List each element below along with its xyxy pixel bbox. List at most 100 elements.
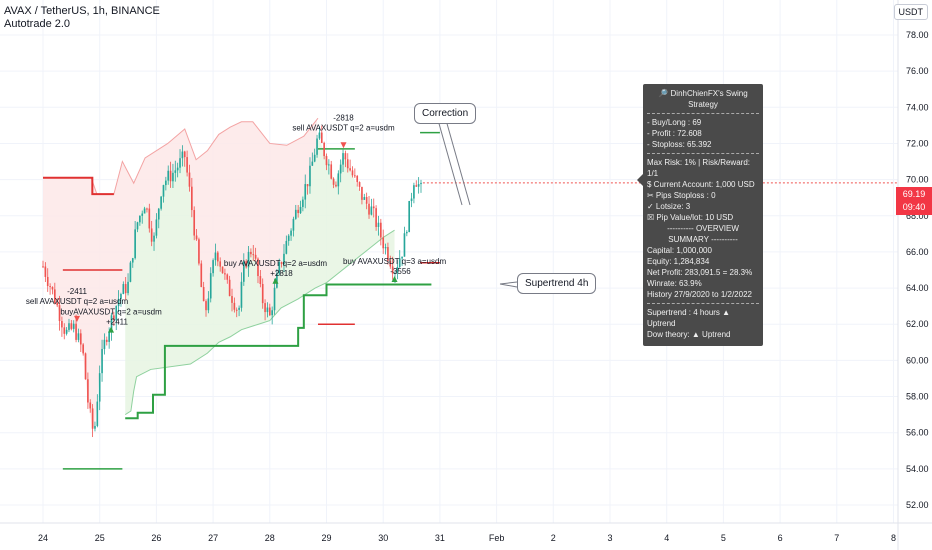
candle[interactable] — [209, 267, 212, 303]
candle[interactable] — [250, 248, 252, 258]
candle[interactable] — [162, 184, 165, 203]
candle[interactable] — [202, 281, 205, 302]
strategy-panel[interactable]: 🔎 DinhChienFX's Swing Strategy - Buy/Lon… — [643, 84, 763, 346]
candle[interactable] — [330, 160, 333, 180]
candle[interactable] — [56, 298, 59, 307]
candle[interactable] — [382, 229, 385, 254]
candle[interactable] — [271, 306, 273, 325]
candle[interactable] — [264, 299, 266, 321]
candle[interactable] — [346, 153, 349, 173]
candle[interactable] — [70, 319, 73, 331]
candle[interactable] — [110, 312, 113, 341]
candle[interactable] — [193, 206, 196, 241]
candle[interactable] — [231, 288, 233, 312]
candle[interactable] — [242, 253, 245, 286]
candle[interactable] — [342, 149, 344, 172]
candle[interactable] — [72, 320, 75, 333]
candle[interactable] — [115, 305, 118, 331]
candle[interactable] — [335, 181, 337, 188]
candle[interactable] — [408, 200, 411, 233]
candle[interactable] — [320, 125, 323, 144]
candle[interactable] — [294, 204, 297, 220]
candle[interactable] — [339, 159, 342, 183]
candle[interactable] — [150, 220, 153, 247]
candle[interactable] — [368, 195, 370, 219]
candle[interactable] — [285, 235, 288, 255]
candle[interactable] — [405, 230, 408, 237]
candle[interactable] — [401, 256, 403, 266]
candle[interactable] — [98, 365, 101, 411]
candle[interactable] — [207, 291, 210, 314]
candle[interactable] — [238, 305, 240, 317]
candle[interactable] — [313, 148, 316, 163]
candle[interactable] — [417, 177, 420, 194]
candle[interactable] — [384, 243, 387, 255]
candle[interactable] — [280, 261, 283, 268]
candle[interactable] — [361, 186, 363, 205]
candle[interactable] — [306, 184, 309, 195]
candle[interactable] — [212, 258, 214, 277]
candle[interactable] — [53, 282, 56, 305]
candle[interactable] — [143, 206, 146, 214]
candle[interactable] — [309, 157, 311, 194]
candle[interactable] — [84, 352, 87, 380]
candle[interactable] — [120, 292, 122, 307]
candle[interactable] — [214, 243, 217, 266]
candle[interactable] — [302, 196, 304, 212]
candle[interactable] — [325, 153, 328, 171]
candle[interactable] — [240, 272, 243, 312]
correction-callout[interactable]: Correction — [414, 103, 477, 124]
candle[interactable] — [117, 290, 120, 312]
candle[interactable] — [287, 234, 290, 246]
candle[interactable] — [153, 232, 155, 251]
candle[interactable] — [188, 164, 191, 192]
candle[interactable] — [216, 250, 219, 267]
candle[interactable] — [273, 278, 276, 315]
candle[interactable] — [167, 165, 170, 185]
candle[interactable] — [410, 192, 413, 208]
candle[interactable] — [304, 174, 307, 209]
candle[interactable] — [351, 166, 354, 178]
candle[interactable] — [323, 141, 325, 160]
candle[interactable] — [179, 149, 181, 174]
candle[interactable] — [377, 215, 380, 236]
candle[interactable] — [63, 323, 66, 340]
candle[interactable] — [387, 242, 389, 265]
candle[interactable] — [228, 275, 231, 297]
candle[interactable] — [398, 250, 401, 268]
candle[interactable] — [68, 318, 70, 333]
candle[interactable] — [219, 257, 222, 272]
candle[interactable] — [224, 268, 226, 280]
currency-badge[interactable]: USDT — [893, 4, 928, 20]
candle[interactable] — [139, 215, 141, 226]
candle[interactable] — [160, 195, 162, 211]
candle[interactable] — [259, 269, 262, 288]
candle[interactable] — [205, 299, 207, 317]
candle[interactable] — [127, 273, 129, 296]
candle[interactable] — [129, 260, 132, 283]
candle[interactable] — [372, 198, 375, 218]
candle[interactable] — [148, 203, 151, 233]
candle[interactable] — [375, 205, 377, 231]
candle[interactable] — [103, 333, 106, 355]
candle[interactable] — [141, 210, 144, 224]
candle[interactable] — [363, 193, 366, 201]
candle[interactable] — [101, 339, 103, 382]
candle[interactable] — [365, 192, 368, 210]
candle[interactable] — [155, 213, 158, 239]
candle[interactable] — [200, 260, 203, 288]
candles[interactable] — [42, 125, 898, 438]
candle[interactable] — [51, 286, 54, 295]
candle[interactable] — [42, 260, 44, 268]
candle[interactable] — [276, 269, 278, 289]
candle[interactable] — [65, 327, 68, 336]
candle[interactable] — [254, 247, 257, 262]
candle[interactable] — [77, 328, 80, 343]
indicator-name[interactable]: Autotrade 2.0 — [4, 18, 71, 30]
candle[interactable] — [183, 150, 186, 167]
candle[interactable] — [181, 145, 184, 167]
candle[interactable] — [245, 259, 248, 269]
candle[interactable] — [316, 134, 318, 158]
candle[interactable] — [136, 221, 139, 233]
